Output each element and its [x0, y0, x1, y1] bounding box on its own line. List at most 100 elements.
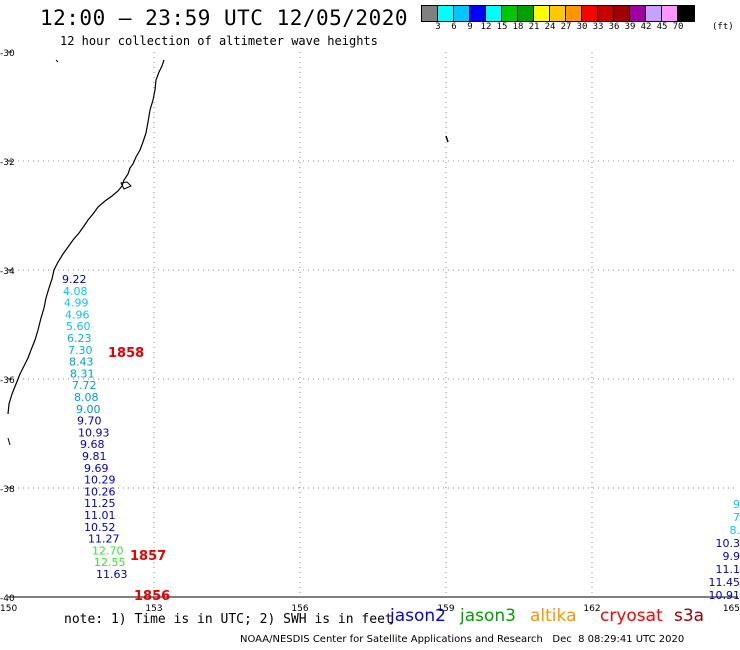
- wave-height-value: 8.08: [74, 391, 99, 404]
- wave-height-value: 4.08: [63, 285, 88, 298]
- page-subtitle: 12 hour collection of altimeter wave hei…: [60, 34, 378, 48]
- wave-height-value: 10.93: [78, 426, 110, 439]
- lon-label: 162: [583, 604, 600, 614]
- wave-height-value: 9.00: [76, 403, 101, 416]
- wave-height-value: 12.70: [92, 544, 124, 557]
- wave-height-value: 9.69: [84, 462, 109, 475]
- wave-height-value: 11.25: [84, 497, 116, 510]
- color-legend-label: 27: [560, 22, 572, 32]
- wave-height-value: 11.1: [716, 563, 740, 576]
- satellite-legend-item: jason2: [390, 606, 446, 626]
- lat-label: -32: [0, 158, 15, 168]
- wave-height-value: 10.52: [84, 521, 116, 534]
- coast-dot: [55, 59, 59, 63]
- color-legend-label: 21: [528, 22, 540, 32]
- color-legend-label: 70: [672, 22, 684, 32]
- color-legend-label: 18: [512, 22, 524, 32]
- color-swatch: [470, 6, 486, 21]
- wave-height-value: 5.60: [66, 320, 91, 333]
- lon-label: 150: [0, 604, 17, 614]
- wave-height-value: 11.63: [96, 568, 128, 581]
- lat-label: -36: [0, 376, 15, 386]
- wave-height-value: 11.45: [709, 576, 740, 589]
- coast-inlet: [120, 181, 132, 190]
- color-legend-label: 15: [496, 22, 508, 32]
- wave-height-value: 10.29: [84, 474, 116, 487]
- color-swatch: [454, 6, 470, 21]
- pass-time-label: 1858: [108, 346, 144, 361]
- coast-dot: [7, 437, 11, 446]
- wave-height-value: 7: [733, 511, 740, 524]
- color-swatch: [582, 6, 598, 21]
- wave-height-value: 4.96: [65, 308, 90, 321]
- color-swatch: [502, 6, 518, 21]
- wave-height-value: 8.: [730, 524, 740, 537]
- color-swatch: [662, 6, 678, 21]
- wave-height-value: 8.31: [70, 367, 95, 380]
- lat-label: -34: [0, 267, 15, 277]
- color-legend-unit: (ft): [712, 22, 734, 32]
- color-legend-label: 12: [480, 22, 492, 32]
- wave-height-value: 6.23: [67, 332, 92, 345]
- satellite-legend-item: cryosat: [600, 606, 663, 626]
- satellite-legend-item: jason3: [460, 606, 516, 626]
- wave-height-value: 9.9: [723, 550, 740, 563]
- color-swatch: [534, 6, 550, 21]
- wave-height-value: 9.22: [62, 273, 87, 286]
- lat-label: -30: [0, 49, 15, 59]
- color-legend-label: 6: [451, 22, 457, 32]
- lat-label: -38: [0, 485, 15, 495]
- pass-time-label: 1857: [130, 549, 166, 564]
- color-legend-label: 3: [435, 22, 441, 32]
- color-swatch: [550, 6, 566, 21]
- wave-height-value: 11.27: [88, 533, 120, 546]
- color-swatch: [486, 6, 502, 21]
- color-legend-labels: 3 6 9 12 15 18 21 24 27 30 33 36 39 42 45 70: [421, 22, 740, 34]
- page-title: 12:00 – 23:59 UTC 12/05/2020: [40, 6, 409, 30]
- color-swatch: [678, 6, 694, 21]
- color-legend-label: 9: [467, 22, 473, 32]
- color-swatch: [566, 6, 582, 21]
- wave-height-value: 10.3: [716, 537, 740, 550]
- lon-label: 153: [145, 604, 162, 614]
- color-legend-label: 45: [656, 22, 668, 32]
- color-legend-label: 36: [608, 22, 620, 32]
- wave-height-value: 9.68: [80, 438, 105, 451]
- wave-height-value: 9.70: [77, 415, 102, 428]
- color-swatch: [438, 6, 454, 21]
- color-legend-label: 24: [544, 22, 556, 32]
- color-swatch: [646, 6, 662, 21]
- coastline: [7, 59, 165, 415]
- wave-height-value: 7.72: [72, 379, 97, 392]
- wave-height-value: 11.01: [84, 509, 116, 522]
- wave-height-value: 10.91: [709, 589, 740, 602]
- lon-label: 156: [291, 604, 308, 614]
- color-legend: [421, 5, 695, 22]
- color-legend-label: 39: [624, 22, 636, 32]
- satellite-legend-item: altika: [530, 606, 577, 626]
- wave-height-value: 9: [733, 498, 740, 511]
- color-swatch: [598, 6, 614, 21]
- wave-height-value: 4.99: [64, 297, 89, 310]
- wave-height-value: 10.26: [84, 485, 116, 498]
- color-legend-label: 33: [592, 22, 604, 32]
- color-legend-label: 30: [576, 22, 588, 32]
- color-swatch: [630, 6, 646, 21]
- wave-height-value: 8.43: [69, 356, 94, 369]
- color-swatch: [614, 6, 630, 21]
- footer-credit: NOAA/NESDIS Center for Satellite Applica…: [240, 634, 685, 645]
- wave-height-value: 7.30: [68, 344, 93, 357]
- color-swatch: [518, 6, 534, 21]
- island-mark: [445, 135, 449, 143]
- satellite-legend-item: s3a: [674, 606, 705, 626]
- units-note: note: 1) Time is in UTC; 2) SWH is in fe…: [64, 612, 393, 627]
- wave-height-value: 9.81: [82, 450, 107, 463]
- color-legend-label: 42: [640, 22, 652, 32]
- color-swatch: [422, 6, 438, 21]
- lon-label: 165: [723, 604, 740, 614]
- pass-time-label: 1856: [134, 589, 170, 604]
- lon-label: 159: [437, 604, 454, 614]
- wave-height-value: 12.55: [94, 556, 126, 569]
- lat-label: -40: [0, 594, 15, 604]
